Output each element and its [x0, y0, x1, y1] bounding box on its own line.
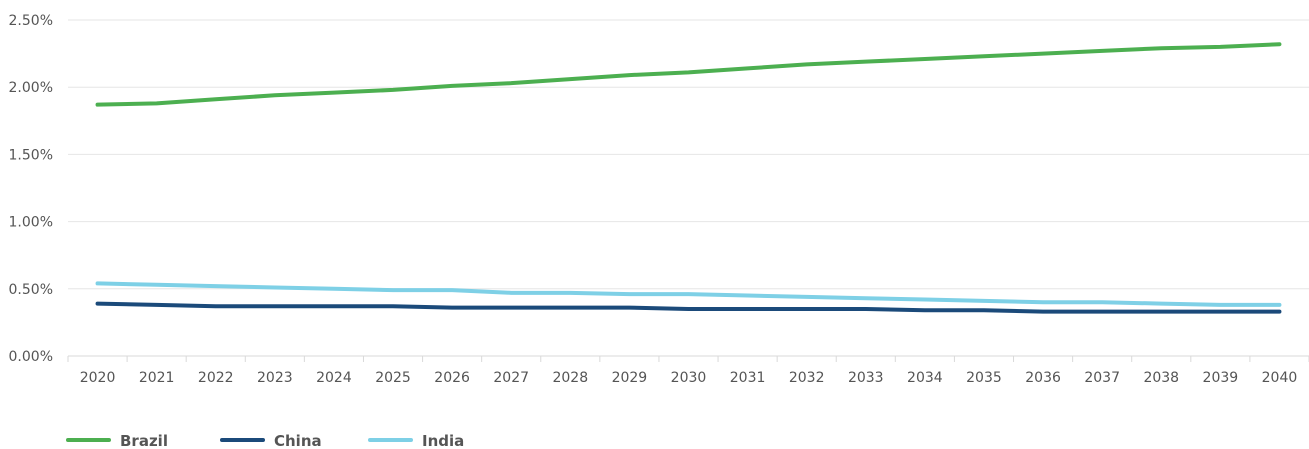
x-tick-label: 2032 [789, 370, 825, 386]
x-tick-label: 2026 [434, 370, 470, 386]
x-tick-label: 2028 [552, 370, 588, 386]
x-tick-label: 2040 [1262, 370, 1298, 386]
y-tick-label: 2.00% [9, 80, 53, 96]
x-tick-label: 2030 [671, 370, 707, 386]
y-tick-label: 2.50% [9, 13, 53, 29]
legend: Brazil China India [66, 432, 464, 449]
legend-item-china: China [220, 432, 322, 449]
x-tick-label: 2034 [907, 370, 943, 386]
x-tick-label: 2020 [80, 370, 116, 386]
legend-label: India [422, 432, 464, 449]
y-tick-label: 0.00% [9, 349, 53, 365]
legend-label: China [274, 432, 322, 449]
series-line-brazil [95, 42, 1282, 107]
y-tick-label: 1.50% [9, 147, 53, 163]
x-tick-label: 2035 [966, 370, 1002, 386]
x-tick-label: 2029 [612, 370, 648, 386]
x-tick-label: 2038 [1143, 370, 1179, 386]
x-tick-label: 2039 [1203, 370, 1239, 386]
x-tick-label: 2031 [730, 370, 766, 386]
legend-label: Brazil [120, 432, 168, 449]
x-axis: 2020 2021 2022 2023 2024 2025 2026 2027 2028 2029… [67, 355, 1309, 386]
x-tick-label: 2027 [493, 370, 529, 386]
x-tick-label: 2025 [375, 370, 411, 386]
y-axis: 0.00% 0.50% 1.00% 1.50% 2.00% 2.50% [9, 13, 53, 365]
x-tick-label: 2022 [198, 370, 234, 386]
series-line-india [95, 281, 1282, 307]
x-tick-label: 2024 [316, 370, 352, 386]
legend-item-india: India [368, 432, 464, 449]
y-tick-label: 0.50% [9, 282, 53, 298]
series-line-china [95, 301, 1282, 314]
y-tick-label: 1.00% [9, 215, 53, 231]
x-tick-label: 2033 [848, 370, 884, 386]
legend-item-brazil: Brazil [66, 432, 168, 449]
x-tick-label: 2036 [1025, 370, 1061, 386]
x-tick-label: 2021 [139, 370, 175, 386]
x-tick-label: 2037 [1084, 370, 1120, 386]
series-lines [95, 42, 1282, 314]
x-tick-label: 2023 [257, 370, 293, 386]
gridlines [68, 19, 1309, 290]
